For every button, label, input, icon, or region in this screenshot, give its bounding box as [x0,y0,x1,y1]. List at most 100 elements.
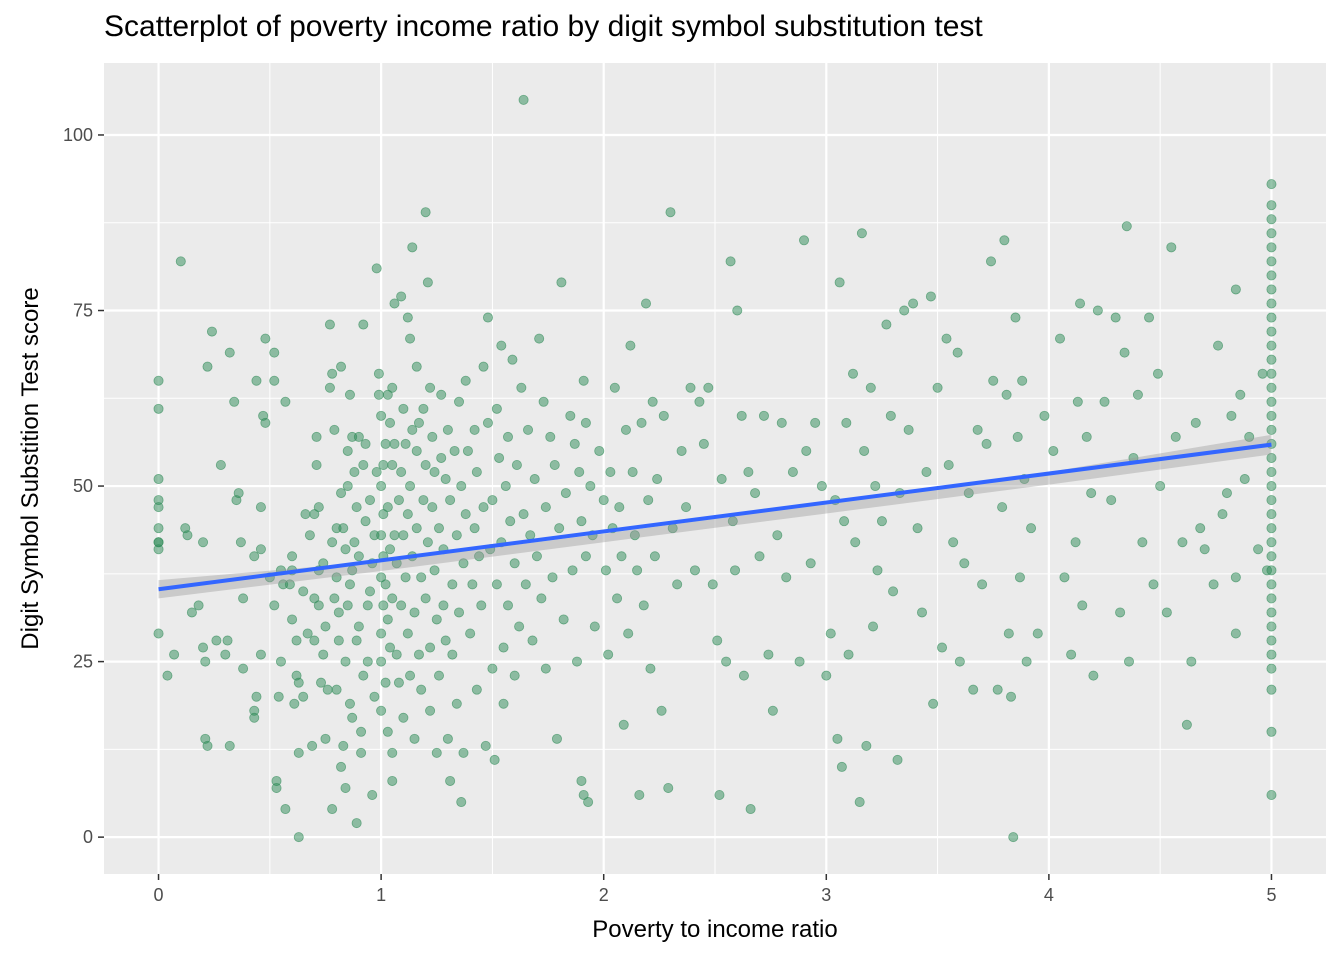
data-point [336,361,347,372]
data-point [1221,488,1232,499]
data-point [320,733,331,744]
data-point [805,558,816,569]
data-point [1235,389,1246,400]
data-point [689,565,700,576]
data-point [758,410,769,421]
data-point [999,235,1010,246]
data-point [378,459,389,470]
data-point [538,396,549,407]
data-point [885,410,896,421]
data-point [351,635,362,646]
data-point [1266,396,1277,407]
data-point [427,502,438,513]
data-point [153,502,164,513]
data-point [580,417,591,428]
data-point [338,523,349,534]
y-tick-label: 25 [73,652,93,672]
data-point [603,649,614,660]
data-point [658,410,669,421]
data-point [340,656,351,667]
data-point [224,347,235,358]
data-point [487,663,498,674]
data-point [518,509,529,520]
data-point [576,775,587,786]
data-point [1170,431,1181,442]
data-point [409,733,420,744]
data-point [398,530,409,541]
data-point [623,628,634,639]
data-point [489,754,500,765]
data-point [799,235,810,246]
data-point [380,438,391,449]
data-point [600,565,611,576]
data-point [1266,284,1277,295]
data-point [1121,221,1132,232]
y-tick-label: 50 [73,476,93,496]
data-point [336,488,347,499]
data-point [1148,579,1159,590]
data-point [358,459,369,470]
data-point [1266,452,1277,463]
data-point [1081,431,1092,442]
data-point [380,677,391,688]
data-point [663,782,674,793]
data-point [583,797,594,808]
data-point [1124,656,1135,667]
data-point [1266,467,1277,478]
data-point [445,775,456,786]
data-point [454,396,465,407]
data-point [447,649,458,660]
data-point [431,614,442,625]
data-point [336,761,347,772]
data-point [571,656,582,667]
data-point [1266,551,1277,562]
data-point [986,256,997,267]
data-point [1070,537,1081,548]
data-point [856,228,867,239]
data-point [876,516,887,527]
data-point [387,747,398,758]
data-point [1072,396,1083,407]
data-point [402,509,413,520]
data-point [238,593,249,604]
data-point [391,649,402,660]
data-point [387,593,398,604]
data-point [387,775,398,786]
data-point [342,445,353,456]
data-point [547,572,558,583]
data-point [440,635,451,646]
data-point [1266,481,1277,492]
data-point [329,424,340,435]
data-point [776,417,787,428]
data-point [1266,635,1277,646]
data-point [311,459,322,470]
data-point [781,572,792,583]
data-point [389,298,400,309]
data-point [491,403,502,414]
data-point [767,705,778,716]
data-point [1266,228,1277,239]
data-point [373,368,384,379]
data-point [198,537,209,548]
data-point [291,635,302,646]
data-point [725,256,736,267]
data-point [1266,354,1277,365]
data-point [932,382,943,393]
y-axis-title: Digit Symbol Substition Test score [17,287,44,649]
data-point [694,396,705,407]
data-point [249,551,260,562]
data-point [494,452,505,463]
data-point [382,502,393,513]
x-tick-label: 4 [1044,885,1054,905]
data-point [507,354,518,365]
data-point [685,382,696,393]
data-point [422,277,433,288]
data-point [787,467,798,478]
data-point [594,445,605,456]
data-point [656,705,667,716]
data-point [344,579,355,590]
data-point [1014,572,1025,583]
data-point [523,424,534,435]
data-point [449,445,460,456]
data-point [411,523,422,534]
